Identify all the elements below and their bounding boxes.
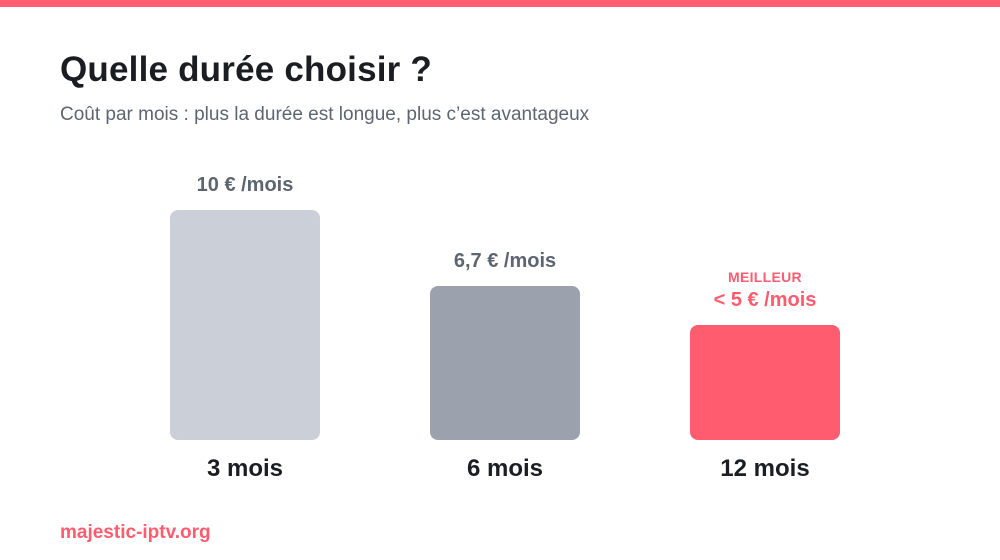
category-label-2: 6 mois [466,455,544,482]
best-badge: MEILLEUR [728,269,802,285]
top-accent-bar [0,0,1000,7]
bar-3 [690,325,840,440]
page-subtitle: Coût par mois : plus la durée est longue… [60,104,590,125]
bar-1 [170,210,320,440]
site-footer-link[interactable]: majestic-iptv.org [60,522,211,543]
category-label-3: 12 mois [720,455,810,482]
bar-2 [430,286,580,440]
value-label-2: 6,7 € /mois [453,250,557,272]
page-title: Quelle durée choisir ? [60,50,433,89]
value-label-1: 10 € /mois [196,174,294,196]
value-label-3: < 5 € /mois [713,289,817,311]
category-label-1: 3 mois [206,455,284,482]
